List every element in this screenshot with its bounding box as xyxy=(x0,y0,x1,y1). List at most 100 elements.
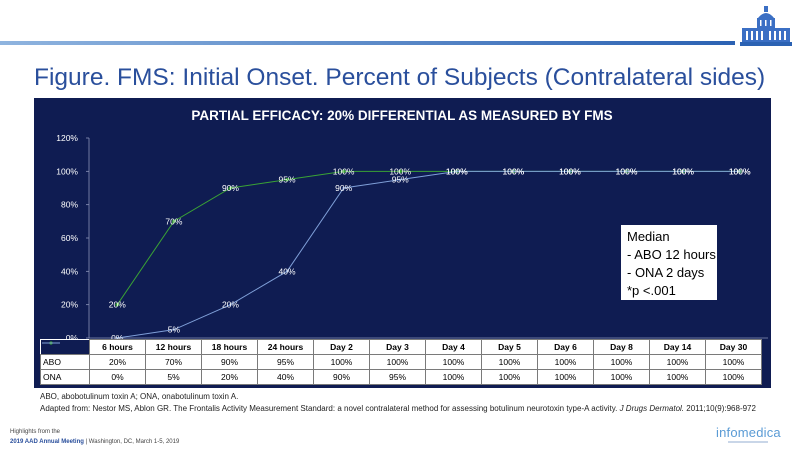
table-cell: 40% xyxy=(257,369,314,385)
table-cell: 100% xyxy=(705,354,762,370)
table-cell: 0% xyxy=(89,369,146,385)
data-label: 95% xyxy=(279,175,296,185)
y-tick-label: 60% xyxy=(61,233,78,243)
data-point xyxy=(172,328,175,331)
table-header-row: 6 hours 12 hours 18 hours 24 hours Day 2… xyxy=(40,339,762,355)
data-point xyxy=(342,187,345,189)
data-label: 100% xyxy=(729,166,751,176)
data-point xyxy=(285,177,289,182)
table-cell: 100% xyxy=(481,369,538,385)
citation-volume: 2011;10(9):968-972 xyxy=(686,404,756,413)
table-cell: 90% xyxy=(201,354,258,370)
table-corner xyxy=(40,339,90,355)
table-cell: 100% xyxy=(537,354,594,370)
infomedica-logo: infomedica xyxy=(716,425,781,440)
y-tick-label: 40% xyxy=(61,266,78,276)
table-cell: 100% xyxy=(705,369,762,385)
table-row: ABO 20% 70% 90% 95% 100% 100% 100% 100% … xyxy=(40,340,762,370)
category-header: 12 hours xyxy=(145,339,202,355)
slide-title: Figure. FMS: Initial Onset. Percent of S… xyxy=(34,64,766,91)
category-header: 24 hours xyxy=(257,339,314,355)
y-tick-label: 20% xyxy=(61,300,78,310)
data-point xyxy=(116,337,119,339)
data-point xyxy=(228,186,233,190)
series-line-ona xyxy=(117,170,740,339)
data-label: 100% xyxy=(389,166,411,176)
table-row: ONA 0% 5% 20% 40% 90% 95% 100% 100% 100%… xyxy=(40,342,762,385)
legend-entry-ona: ONA xyxy=(40,342,90,385)
annotation-line: *p <.001 xyxy=(627,283,676,298)
table-cell: 90% xyxy=(313,369,370,385)
data-point xyxy=(172,219,176,224)
meeting-name: 2019 AAD Annual Meeting xyxy=(10,439,84,445)
footnote-citation: Adapted from: Nestor MS, Ablon GR. The F… xyxy=(40,404,756,413)
category-header: 6 hours xyxy=(89,339,146,355)
data-label: 100% xyxy=(446,166,468,176)
data-label: 40% xyxy=(279,266,296,276)
data-label: 5% xyxy=(168,325,181,335)
logo-tagline-bar xyxy=(728,441,768,443)
capitol-icon xyxy=(740,6,792,46)
table-cell: 100% xyxy=(649,369,706,385)
table-cell: 100% xyxy=(593,369,650,385)
median-annotation: Median - ABO 12 hours - ONA 2 days *p <.… xyxy=(621,225,717,300)
data-label: 20% xyxy=(222,300,239,310)
data-label: 100% xyxy=(559,166,581,176)
category-header: Day 30 xyxy=(705,339,762,355)
footer-meeting: 2019 AAD Annual Meeting | Washington, DC… xyxy=(10,439,179,445)
category-header: Day 3 xyxy=(369,339,426,355)
category-header: Day 14 xyxy=(649,339,706,355)
table-cell: 95% xyxy=(257,354,314,370)
data-label: 100% xyxy=(446,166,468,176)
annotation-line: - ONA 2 days xyxy=(627,265,705,280)
category-header: Day 5 xyxy=(481,339,538,355)
data-point xyxy=(341,169,346,174)
citation-text: Adapted from: Nestor MS, Ablon GR. The F… xyxy=(40,404,618,413)
footer-highlights: Highlights from the xyxy=(10,429,61,435)
category-header: Day 8 xyxy=(593,339,650,355)
table-cell: 100% xyxy=(425,354,482,370)
line-chart: PARTIAL EFFICACY: 20% DIFFERENTIAL AS ME… xyxy=(56,108,768,343)
legend-entry-abo: ABO xyxy=(40,340,90,370)
data-point xyxy=(286,270,289,273)
y-tick-label: 120% xyxy=(56,133,78,143)
table-cell: 70% xyxy=(145,354,202,370)
data-labels: 20%70%90%95%100% 100% 100% 100% 100% 100% 100%… xyxy=(109,166,751,343)
data-point xyxy=(455,170,458,173)
header-rule xyxy=(0,41,735,45)
data-label: 0% xyxy=(111,333,124,343)
data-label: 100% xyxy=(672,166,694,176)
series-lines xyxy=(115,169,742,339)
table-cell: 100% xyxy=(537,369,594,385)
chart-panel: PARTIAL EFFICACY: 20% DIFFERENTIAL AS ME… xyxy=(34,98,771,388)
data-point xyxy=(115,302,120,307)
data-label: 70% xyxy=(165,216,182,226)
data-label: 100% xyxy=(616,166,638,176)
table-cell: 100% xyxy=(481,354,538,370)
y-tick-label: 0% xyxy=(66,333,79,343)
data-label: 100% xyxy=(559,166,581,176)
legend-label: ABO xyxy=(43,357,61,367)
footnote-abbreviations: ABO, abobotulinum toxin A; ONA, onabotul… xyxy=(40,392,239,401)
table-cell: 100% xyxy=(425,369,482,385)
table-cell: 5% xyxy=(145,369,202,385)
data-label: 100% xyxy=(503,166,525,176)
data-label: 20% xyxy=(109,300,126,310)
data-table: 6 hours 12 hours 18 hours 24 hours Day 2… xyxy=(40,339,762,385)
data-point xyxy=(398,169,403,174)
y-tick-label: 80% xyxy=(61,200,78,210)
legend-label: ONA xyxy=(43,372,62,382)
category-header: Day 2 xyxy=(313,339,370,355)
data-point xyxy=(399,178,402,181)
data-label: 95% xyxy=(392,175,409,185)
data-point xyxy=(512,170,515,173)
data-point xyxy=(738,170,741,173)
table-cell: 100% xyxy=(649,354,706,370)
table-cell: 20% xyxy=(201,369,258,385)
annotation-line: Median xyxy=(627,229,670,244)
meeting-location: | Washington, DC, March 1-5, 2019 xyxy=(85,439,180,445)
chart-title: PARTIAL EFFICACY: 20% DIFFERENTIAL AS ME… xyxy=(191,108,612,123)
data-point xyxy=(625,170,628,173)
data-label: 100% xyxy=(333,166,355,176)
data-point xyxy=(682,170,685,173)
